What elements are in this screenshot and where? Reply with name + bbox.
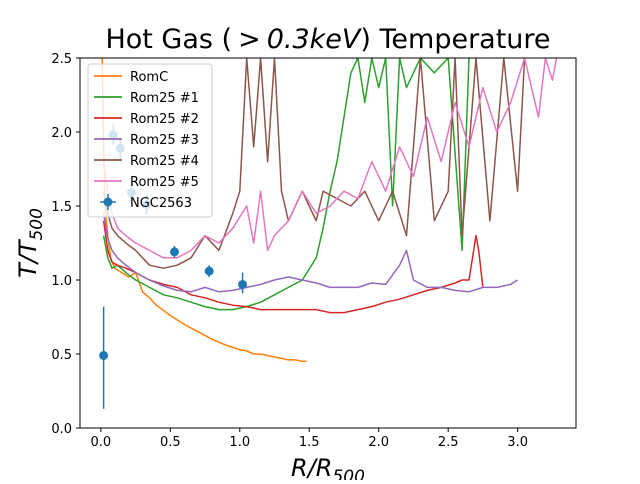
legend-label-1: RomC	[130, 70, 168, 85]
x-tick-label-2: 1.0	[229, 435, 250, 450]
obs-point-7	[204, 266, 214, 276]
x-tick-label-5: 2.5	[438, 435, 459, 450]
y-tick-label-4: 2.0	[51, 126, 72, 141]
legend-label-5: Rom25 #4	[130, 154, 199, 169]
obs-point-1	[99, 350, 109, 360]
y-tick-label-5: 2.5	[51, 52, 72, 67]
legend-box	[87, 63, 213, 218]
legend-label-obs: NGC2563	[130, 196, 192, 211]
series-line-4	[102, 213, 519, 293]
legend-obs-marker	[103, 197, 113, 207]
series-line-2	[102, 58, 470, 311]
x-tick-label-4: 2.0	[368, 435, 389, 450]
y-tick-label-2: 1.0	[51, 274, 72, 289]
x-tick-label-3: 1.5	[299, 435, 320, 450]
y-tick-label-1: 0.5	[51, 348, 72, 363]
y-tick-label-0: 0.0	[51, 422, 72, 437]
legend-label-2: Rom25 #1	[130, 91, 199, 106]
x-tick-label-0: 0.0	[90, 435, 111, 450]
x-tick-label-6: 3.0	[507, 435, 528, 450]
y-tick-label-3: 1.5	[51, 200, 72, 215]
y-axis-label: T/T500	[14, 208, 47, 278]
axes-frame	[79, 57, 577, 429]
series-line-6	[102, 58, 558, 259]
x-tick-label-1: 0.5	[160, 435, 181, 450]
legend-label-3: Rom25 #2	[130, 112, 199, 127]
legend: RomC Rom25 #1 Rom25 #2 Rom25 #3 Rom25 #4 Rom2…	[87, 63, 213, 218]
legend-label-6: Rom25 #5	[130, 175, 199, 190]
axis-ticks: 0.0 0.5 1.0 1.5 2.0 2.5 3.0 0.0 0.5 1.0 1.5 2.0 2.5	[51, 52, 528, 450]
obs-point-8	[238, 279, 248, 289]
legend-label-4: Rom25 #3	[130, 133, 199, 148]
chart-title: Hot Gas (>0.3keV) Temperature	[105, 24, 550, 55]
obs-point-6	[169, 247, 179, 257]
